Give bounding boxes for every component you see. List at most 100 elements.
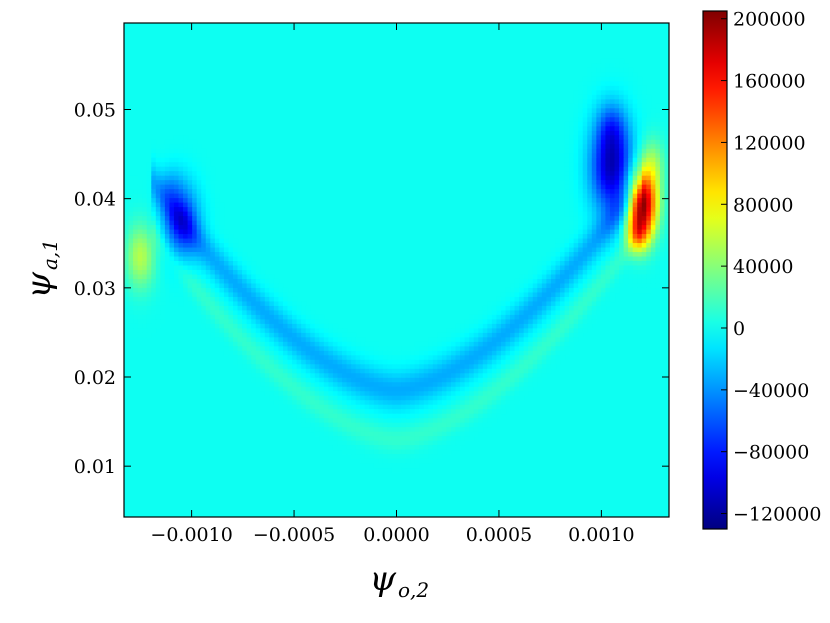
heatmap-cell [609, 81, 616, 87]
heatmap-cell [337, 328, 343, 334]
heatmap-cell [128, 319, 134, 325]
heatmap-cell [169, 234, 175, 240]
heatmap-cell [591, 112, 597, 118]
heatmap-cell [550, 310, 557, 316]
heatmap-cell [155, 270, 161, 276]
heatmap-cell [160, 175, 166, 181]
heatmap-cell [233, 278, 239, 285]
heatmap-cell [124, 189, 130, 195]
heatmap-cell [569, 225, 575, 231]
heatmap-cell [269, 332, 275, 338]
heatmap-cell [609, 225, 616, 231]
heatmap-cell [650, 220, 656, 226]
heatmap-cell [555, 310, 561, 316]
heatmap-cell [641, 211, 647, 217]
heatmap-cell [587, 252, 593, 258]
heatmap-cell [264, 310, 270, 316]
heatmap-cell [323, 431, 329, 437]
heatmap-cell [192, 225, 198, 231]
heatmap-cell [219, 292, 225, 298]
heatmap-cell [342, 400, 348, 406]
heatmap-cell [564, 319, 570, 325]
heatmap-cell [632, 166, 638, 172]
heatmap-cell [342, 404, 348, 410]
heatmap-cell [287, 400, 293, 406]
heatmap-cell [260, 287, 266, 294]
heatmap-cell [469, 413, 475, 419]
heatmap-cell [187, 184, 193, 190]
heatmap-cell [532, 283, 538, 289]
heatmap-cell [282, 346, 289, 352]
heatmap-cell [196, 296, 202, 303]
heatmap-cell [609, 234, 616, 240]
heatmap-cell [505, 346, 511, 352]
heatmap-cell [473, 346, 479, 352]
colorbar-tick-label: −80000 [733, 442, 809, 464]
heatmap-cell [242, 332, 248, 338]
heatmap-cell [342, 350, 348, 356]
heatmap-cell [378, 413, 384, 419]
heatmap-cell [478, 364, 484, 370]
heatmap-cell [205, 252, 211, 258]
heatmap-cell [137, 283, 143, 289]
heatmap-cell [546, 296, 552, 303]
heatmap-cell [514, 310, 520, 316]
heatmap-cell [428, 346, 434, 352]
heatmap-cell [214, 252, 220, 258]
heatmap-cell [214, 220, 220, 226]
heatmap-cell [609, 256, 616, 262]
heatmap-cell [600, 126, 607, 132]
heatmap-cell [223, 319, 230, 325]
heatmap-cell [396, 440, 402, 446]
heatmap-cell [464, 323, 470, 329]
heatmap-cell [655, 220, 661, 226]
heatmap-cell [323, 377, 329, 383]
heatmap-cell [646, 180, 652, 186]
heatmap-cell [437, 359, 443, 365]
heatmap-cell [282, 305, 289, 312]
heatmap-cell [192, 198, 198, 204]
heatmap-cell [223, 341, 230, 347]
heatmap-cell [382, 400, 389, 406]
heatmap-cell [541, 364, 547, 370]
heatmap-cell [605, 193, 611, 199]
heatmap-cell [514, 355, 520, 361]
heatmap-cell [614, 90, 620, 96]
heatmap-cell [546, 256, 552, 262]
heatmap-cell [596, 278, 602, 285]
heatmap-cell [146, 323, 152, 329]
heatmap-cell [196, 216, 202, 222]
heatmap-cell [364, 364, 370, 370]
x-tick-label: 0.0005 [466, 524, 532, 546]
heatmap-cell [155, 283, 161, 289]
heatmap-cell [632, 247, 638, 253]
heatmap-cell [151, 229, 157, 235]
heatmap-cell [187, 216, 193, 222]
heatmap-cell [596, 76, 602, 82]
heatmap-cell [528, 270, 534, 276]
heatmap-cell [451, 355, 457, 361]
y-tick-label: 0.05 [74, 99, 116, 121]
heatmap-cell [514, 296, 520, 303]
heatmap-cell [296, 382, 302, 388]
heatmap-cell [296, 400, 302, 406]
heatmap-cell [183, 207, 189, 213]
heatmap-cell [623, 247, 629, 253]
heatmap-cell [541, 261, 547, 267]
heatmap-cell [578, 323, 584, 329]
heatmap-cell [382, 440, 389, 446]
heatmap-cell [587, 198, 593, 204]
heatmap-cell [210, 301, 216, 307]
heatmap-cell [582, 94, 588, 100]
heatmap-cell [428, 350, 434, 356]
heatmap-cell [582, 85, 588, 91]
heatmap-cell [596, 94, 602, 100]
heatmap-cell [528, 319, 534, 325]
heatmap-cell [555, 305, 561, 312]
heatmap-cell [578, 198, 584, 204]
heatmap-cell [246, 278, 252, 285]
heatmap-cell [301, 332, 307, 338]
heatmap-cell [614, 76, 620, 82]
heatmap-cell [582, 252, 588, 258]
heatmap-cell [491, 391, 498, 397]
